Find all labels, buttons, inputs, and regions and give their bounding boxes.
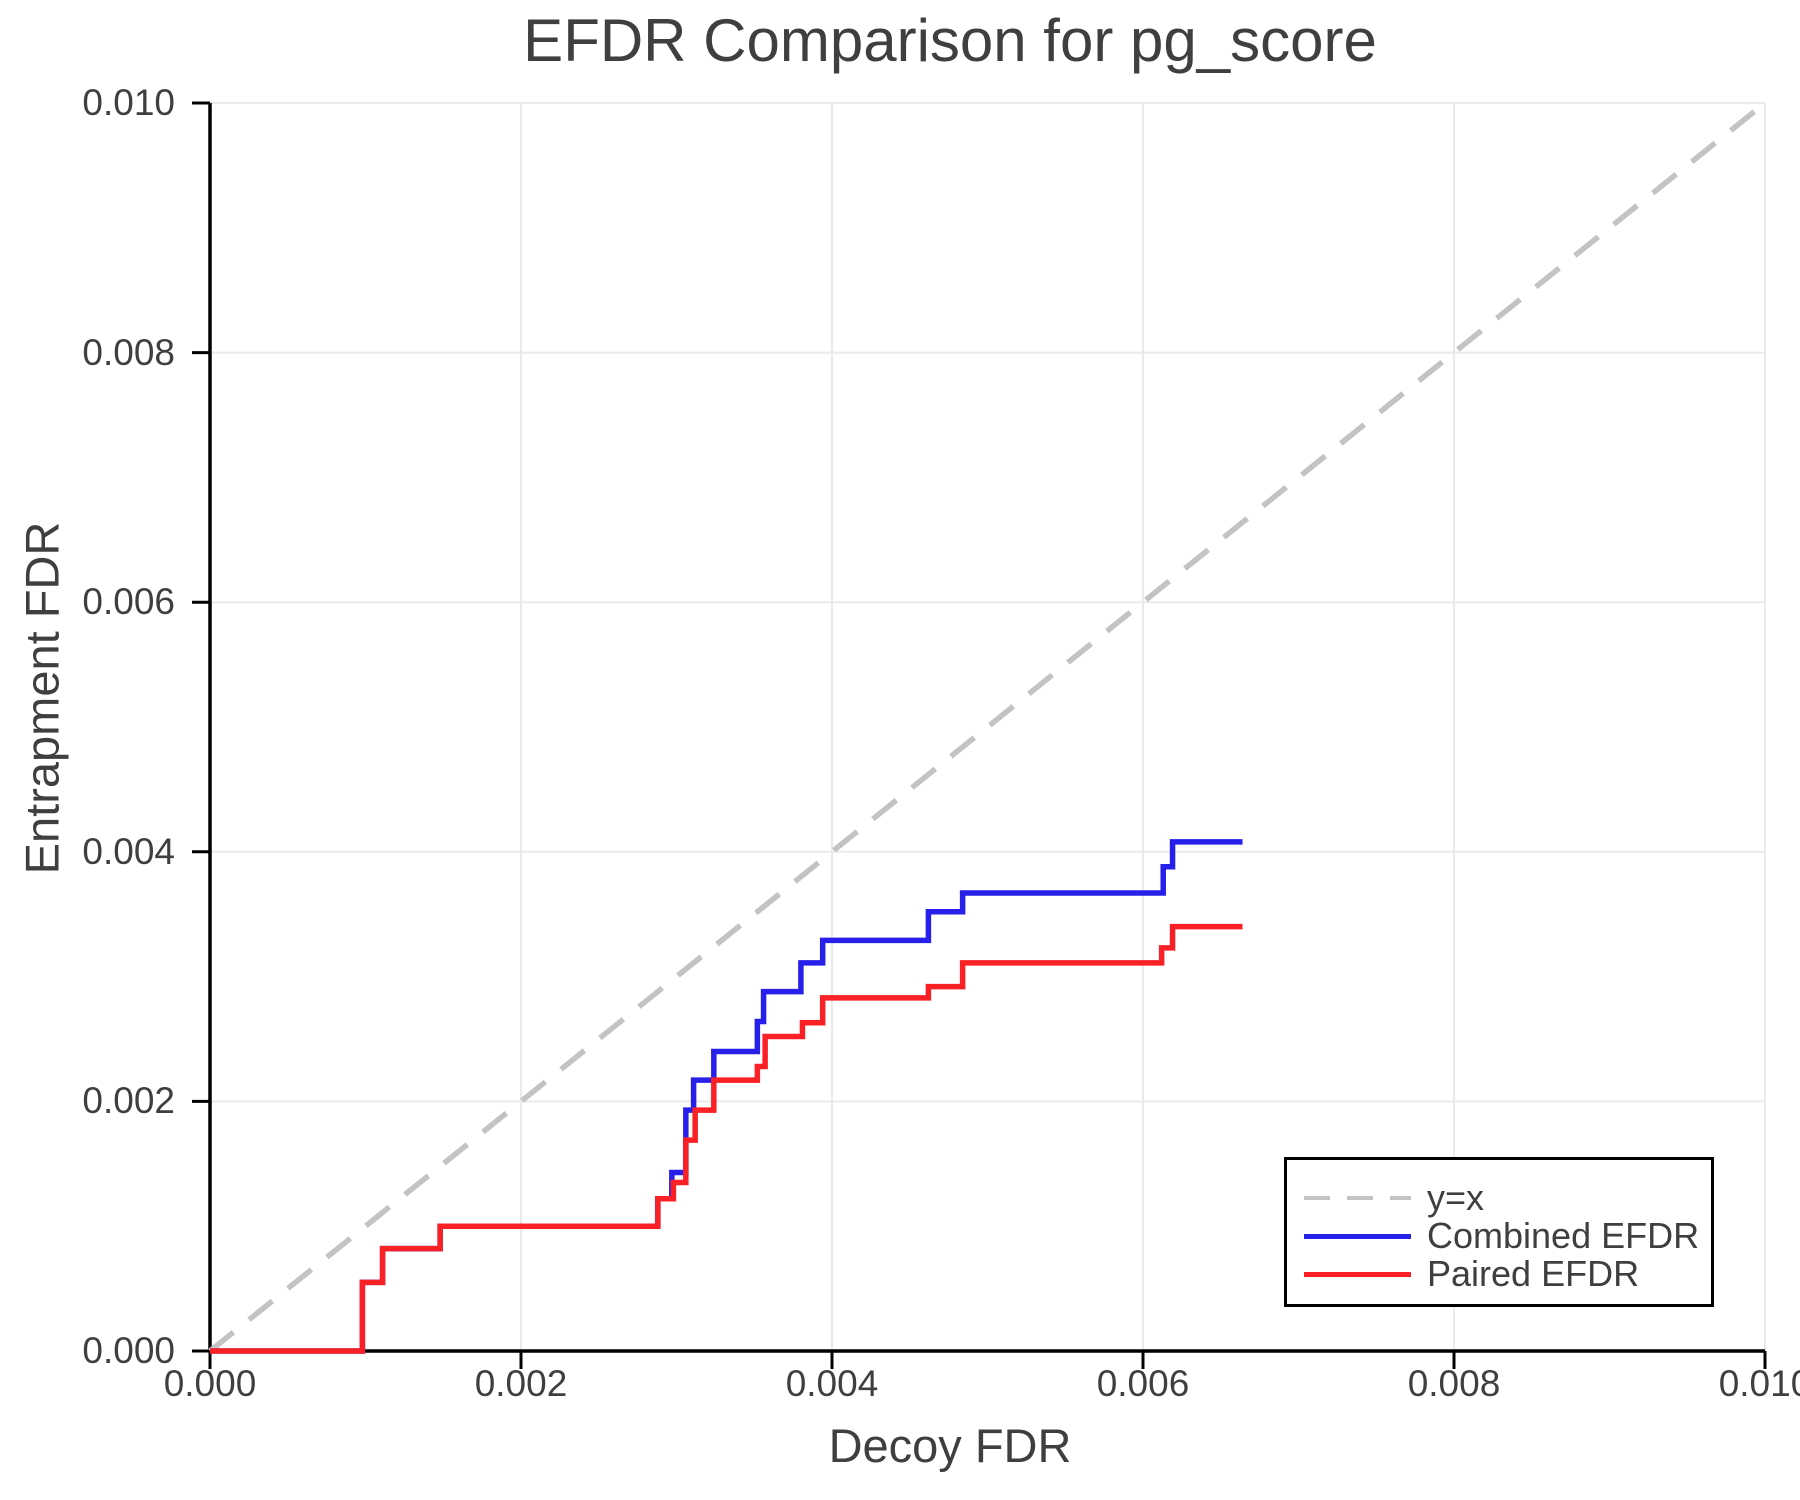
legend: y=x Combined EFDR Paired EFDR <box>1284 1157 1714 1307</box>
x-tick-label: 0.006 <box>1096 1363 1190 1404</box>
legend-item-paired-efdr: Paired EFDR <box>1287 1255 1711 1293</box>
identity-line <box>208 100 1767 1354</box>
y-tick-label: 0.004 <box>82 830 175 872</box>
y-axis-label: Entrapment FDR <box>15 521 69 875</box>
legend-item-combined-efdr: Combined EFDR <box>1287 1217 1711 1255</box>
x-tick-label: 0.002 <box>474 1363 568 1404</box>
x-tick-label: 0.010 <box>1718 1363 1800 1404</box>
x-tick-label: 0.000 <box>163 1363 257 1404</box>
combined-efdr-line <box>210 839 1243 1354</box>
y-tick-label: 0.006 <box>82 581 175 623</box>
legend-label-combined-efdr: Combined EFDR <box>1427 1215 1700 1256</box>
legend-dashed-line-sample <box>1304 1196 1411 1200</box>
x-axis-label: Decoy FDR <box>828 1419 1072 1472</box>
legend-blue-line-sample <box>1304 1233 1411 1239</box>
y-tick-label: 0.010 <box>82 82 175 123</box>
chart-title: EFDR Comparison for pg_score <box>523 7 1377 74</box>
legend-red-line-sample <box>1304 1271 1411 1277</box>
y-tick-label: 0.008 <box>82 331 175 373</box>
y-tick-label: 0.002 <box>82 1080 175 1122</box>
legend-item-identity: y=x <box>1287 1179 1711 1217</box>
x-tick-label: 0.008 <box>1407 1363 1501 1404</box>
legend-label-paired-efdr: Paired EFDR <box>1427 1253 1640 1294</box>
x-tick-label: 0.004 <box>785 1363 879 1404</box>
y-tick-label: 0.000 <box>82 1330 175 1371</box>
legend-label-identity: y=x <box>1427 1177 1485 1218</box>
paired-efdr-line <box>210 923 1243 1354</box>
